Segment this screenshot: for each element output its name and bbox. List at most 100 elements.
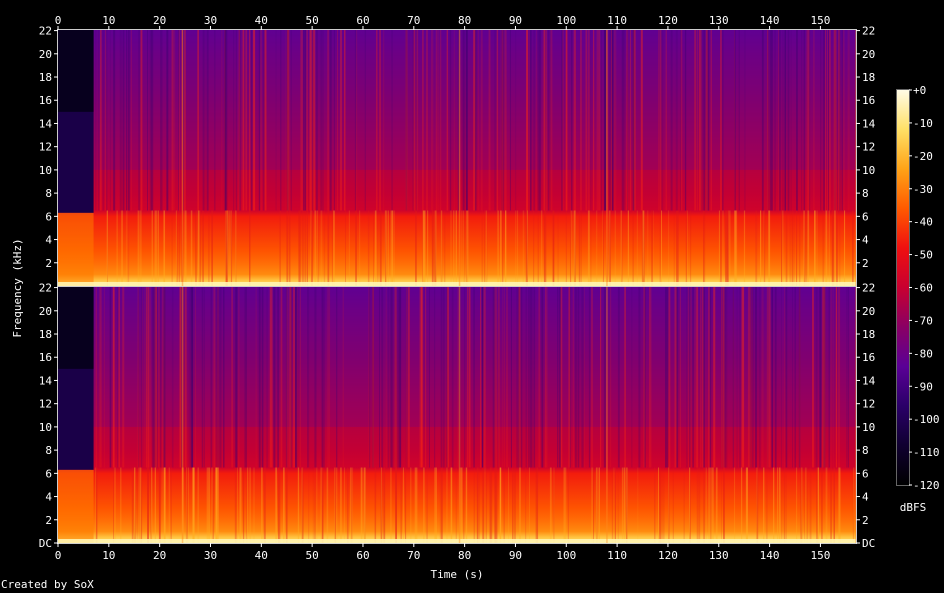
spectral-streak <box>320 30 323 211</box>
spectral-streak <box>179 287 182 468</box>
low-band-streak <box>155 210 157 286</box>
low-band-streak <box>344 467 345 543</box>
low-band-streak <box>431 210 434 286</box>
spectral-streak <box>658 30 659 211</box>
spectral-streak <box>538 30 541 211</box>
spectral-streak <box>166 30 169 211</box>
low-band-streak <box>192 467 194 543</box>
low-band-streak <box>505 210 506 286</box>
spectral-streak <box>235 287 238 468</box>
spectral-streak <box>803 30 805 211</box>
low-band-streak <box>525 210 528 286</box>
spectral-streak <box>191 287 194 468</box>
low-band-streak <box>595 467 598 543</box>
low-band-streak <box>760 210 762 286</box>
spectral-streak <box>551 30 553 211</box>
spectral-streak <box>190 287 193 468</box>
low-band-streak <box>333 210 335 286</box>
spectral-streak <box>260 30 262 211</box>
low-band-streak <box>456 210 457 286</box>
spectral-streak <box>180 287 183 468</box>
spectral-streak <box>224 30 226 211</box>
spectral-streak <box>147 30 148 211</box>
spectral-streak <box>778 30 780 211</box>
low-band-streak <box>768 210 771 286</box>
low-band-streak <box>491 467 493 543</box>
spectral-streak <box>223 287 225 468</box>
low-band-streak <box>95 467 98 543</box>
spectral-streak <box>543 30 545 211</box>
spectral-streak <box>779 30 781 211</box>
spectral-streak <box>611 30 613 211</box>
spectral-streak <box>149 287 151 468</box>
x-tick-label-bottom: 130 <box>709 549 729 562</box>
low-band-streak <box>150 467 152 543</box>
low-band-streak <box>590 210 592 286</box>
low-band-streak <box>609 210 611 286</box>
low-band-streak <box>596 467 598 543</box>
low-band-streak <box>139 467 140 543</box>
y-tick-label-right: 14 <box>862 117 876 130</box>
low-band-streak <box>395 467 397 543</box>
low-band-streak <box>830 467 832 543</box>
spectral-streak <box>98 287 101 468</box>
spectral-streak <box>707 30 709 211</box>
low-band-streak <box>729 210 731 286</box>
spectral-streak <box>110 287 112 468</box>
low-band-streak <box>643 210 645 286</box>
spectral-streak <box>596 30 598 211</box>
low-band-streak <box>346 467 349 543</box>
spectral-streak <box>336 287 338 468</box>
x-tick-label-bottom: 0 <box>55 549 62 562</box>
spectral-streak <box>706 30 708 211</box>
low-band-streak <box>202 210 204 286</box>
low-band-streak <box>476 467 478 543</box>
low-band-streak <box>253 467 255 543</box>
spectral-streak <box>542 30 544 211</box>
spectral-streak <box>394 287 397 468</box>
spectral-streak <box>617 287 620 468</box>
spectral-streak <box>446 287 448 468</box>
spectral-streak <box>113 287 115 468</box>
spectral-streak <box>475 30 477 211</box>
low-band-streak <box>139 467 142 543</box>
low-band-streak <box>721 467 722 543</box>
low-band-streak <box>461 210 463 286</box>
spectral-streak <box>504 287 505 468</box>
low-band-streak <box>497 210 499 286</box>
spectral-streak <box>761 30 764 211</box>
low-band-streak <box>756 467 759 543</box>
spectral-streak <box>847 30 850 211</box>
low-band-streak <box>838 467 841 543</box>
x-tick-label-top: 40 <box>255 14 268 27</box>
low-band-streak <box>703 210 705 286</box>
low-band-streak <box>237 467 238 543</box>
low-band-streak <box>839 210 841 286</box>
low-band-streak <box>685 210 687 286</box>
spectral-streak <box>376 30 378 211</box>
low-band-streak <box>364 467 366 543</box>
low-band-streak <box>481 210 484 286</box>
spectral-streak <box>128 30 130 211</box>
low-band-streak <box>121 210 123 286</box>
low-band-streak <box>402 467 404 543</box>
spectral-streak <box>571 30 573 211</box>
x-tick-label-bottom: 60 <box>356 549 369 562</box>
spectral-streak <box>126 30 128 211</box>
spectral-streak <box>333 30 335 211</box>
low-band-streak <box>535 467 537 543</box>
low-band-streak <box>734 467 736 543</box>
low-band-streak <box>611 467 614 543</box>
low-band-streak <box>720 210 722 286</box>
spectral-streak <box>790 30 792 211</box>
low-band-streak <box>793 210 795 286</box>
spectral-streak <box>549 30 551 211</box>
spectral-streak <box>466 30 468 211</box>
spectral-streak <box>277 287 279 468</box>
spectral-streak <box>326 287 328 468</box>
spectral-streak <box>313 30 316 211</box>
spectral-streak <box>815 287 818 468</box>
low-band-streak <box>574 210 576 286</box>
spectral-streak <box>497 287 499 468</box>
spectral-streak <box>785 287 787 468</box>
